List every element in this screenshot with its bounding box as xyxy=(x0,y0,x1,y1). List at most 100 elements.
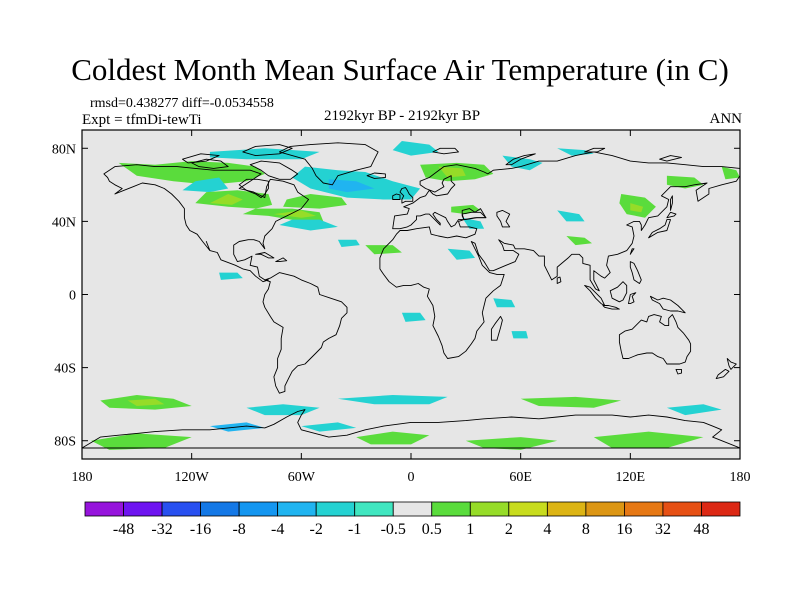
coastline-sumatra xyxy=(584,284,606,306)
coastline-taiwan xyxy=(629,248,635,255)
anomaly-region-23 xyxy=(666,175,704,189)
map-axes: 180 120W 60W 0 60E 120E 180 80N 40N 0 40S 80S xyxy=(52,130,751,485)
coastline-australia xyxy=(618,314,692,365)
anomaly-region-39 xyxy=(593,431,704,448)
legend-label-3: -8 xyxy=(232,521,245,538)
x-tick-label-1: 120W xyxy=(175,470,210,485)
legend-swatch-16 xyxy=(701,501,741,517)
coastline-caspian xyxy=(496,209,511,228)
x-tick-label-5: 120E xyxy=(616,470,646,485)
y-tick-label-3: 40S xyxy=(54,362,76,377)
coastline-sri-lanka xyxy=(556,276,562,284)
legend-swatch-10 xyxy=(469,501,510,517)
coastline-hispaniola xyxy=(275,257,288,263)
legend-label-2: -16 xyxy=(190,521,211,538)
coastline-eurasia-africa xyxy=(379,151,740,359)
legend-label-7: -0.5 xyxy=(381,521,406,538)
anomaly-region-7 xyxy=(279,219,338,231)
rmsd-value: 0.438277 xyxy=(125,96,179,111)
coastline-south-america xyxy=(262,272,348,394)
legend-swatch-11 xyxy=(508,501,548,517)
coastline-baffin xyxy=(249,160,299,180)
diff-value: -0.0534558 xyxy=(209,96,274,111)
season-label: ANN xyxy=(709,111,743,127)
anomaly-region-18 xyxy=(566,236,592,246)
legend-label-4: -4 xyxy=(271,521,284,538)
legend-label-6: -1 xyxy=(348,521,361,538)
legend-swatch-0 xyxy=(84,501,124,517)
anomaly-region-42 xyxy=(666,404,722,416)
legend-label-5: -2 xyxy=(310,521,323,538)
anomaly-region-14 xyxy=(502,155,543,171)
x-tick-label-4: 60E xyxy=(509,470,532,485)
coastline-new-siberian xyxy=(659,155,682,162)
anomaly-region-37 xyxy=(356,431,430,445)
y-tick-label-1: 40N xyxy=(52,215,76,230)
legend-label-13: 16 xyxy=(616,521,632,538)
legend-label-0: -48 xyxy=(113,521,134,538)
legend-swatch-1 xyxy=(123,501,163,517)
rmsd-stats: rmsd=0.438277 diff=-0.0534558 xyxy=(90,95,274,113)
coastline-iceland xyxy=(366,172,386,179)
rmsd-label: rmsd= xyxy=(90,96,126,111)
coastline-new-zealand-north xyxy=(726,358,737,370)
anomaly-region-20 xyxy=(557,210,585,222)
legend-swatch-13 xyxy=(585,501,625,517)
anomaly-region-28 xyxy=(401,312,426,322)
color-legend: -48 -32 -16 -8 -4 -2 -1 -0.5 0.5 1 2 4 8 16 32 48 xyxy=(84,501,741,538)
coastline-arctic-islands-1 xyxy=(191,158,229,169)
coastline-hokkaido xyxy=(666,211,677,219)
coastline-ellesmere xyxy=(242,144,293,157)
period-label: 2192kyr BP - 2192kyr BP xyxy=(324,108,481,124)
coastline-greenland xyxy=(278,142,379,186)
legend-swatch-7 xyxy=(354,501,394,517)
coastline-borneo xyxy=(609,281,628,303)
coastline-new-zealand-south xyxy=(715,368,730,380)
coastline-sulawesi xyxy=(628,292,637,305)
anomaly-region-30 xyxy=(511,331,528,339)
x-tick-label-3: 0 xyxy=(408,470,415,485)
y-tick-label-0: 80N xyxy=(52,142,76,157)
legend-swatch-9 xyxy=(431,501,471,517)
anomaly-region-33 xyxy=(246,404,320,416)
coastline-novaya-zemlya xyxy=(505,153,536,166)
coastline-new-guinea xyxy=(649,295,686,314)
anomaly-region-25 xyxy=(462,217,485,229)
anomaly-region-3 xyxy=(209,194,243,205)
legend-label-9: 1 xyxy=(466,521,474,538)
coastline-ireland xyxy=(392,193,401,200)
legend-label-12: 8 xyxy=(582,521,590,538)
coastline-great-britain xyxy=(399,187,414,204)
legend-swatch-5 xyxy=(277,501,317,517)
coastline-hudson-bay xyxy=(238,178,269,199)
legend-swatch-4 xyxy=(238,501,279,517)
anomaly-region-35 xyxy=(520,396,622,408)
coastline-svalbard xyxy=(432,147,459,155)
coastline-philippines xyxy=(629,261,642,284)
anomaly-region-1 xyxy=(182,177,229,193)
coastline-severnaya-zemlya xyxy=(584,147,606,153)
coastline-black-sea-shore xyxy=(461,211,487,221)
legend-swatch-6 xyxy=(315,501,356,517)
coastline-japan xyxy=(648,219,671,239)
legend-swatch-14 xyxy=(624,501,664,517)
anomaly-region-10 xyxy=(209,148,320,160)
anomaly-region-24 xyxy=(721,166,740,180)
anomaly-region-34 xyxy=(337,395,448,405)
coastline-antarctica xyxy=(82,409,740,449)
coastline-tasmania xyxy=(675,368,682,375)
anomaly-region-27 xyxy=(219,272,243,280)
legend-label-10: 2 xyxy=(505,521,513,538)
coastline-arctic-islands-2 xyxy=(182,153,220,164)
coastline-layer xyxy=(82,142,740,449)
anomaly-region-6 xyxy=(273,210,316,218)
anomaly-region-22 xyxy=(630,203,644,213)
legend-swatch-2 xyxy=(161,501,201,517)
anomaly-region-32 xyxy=(127,398,165,406)
coastline-sakhalin xyxy=(670,195,673,211)
legend-swatch-3 xyxy=(200,501,240,517)
anomaly-region-4 xyxy=(283,194,347,209)
x-tick-label-0: 180 xyxy=(72,470,93,485)
legend-swatch-12 xyxy=(546,501,587,517)
